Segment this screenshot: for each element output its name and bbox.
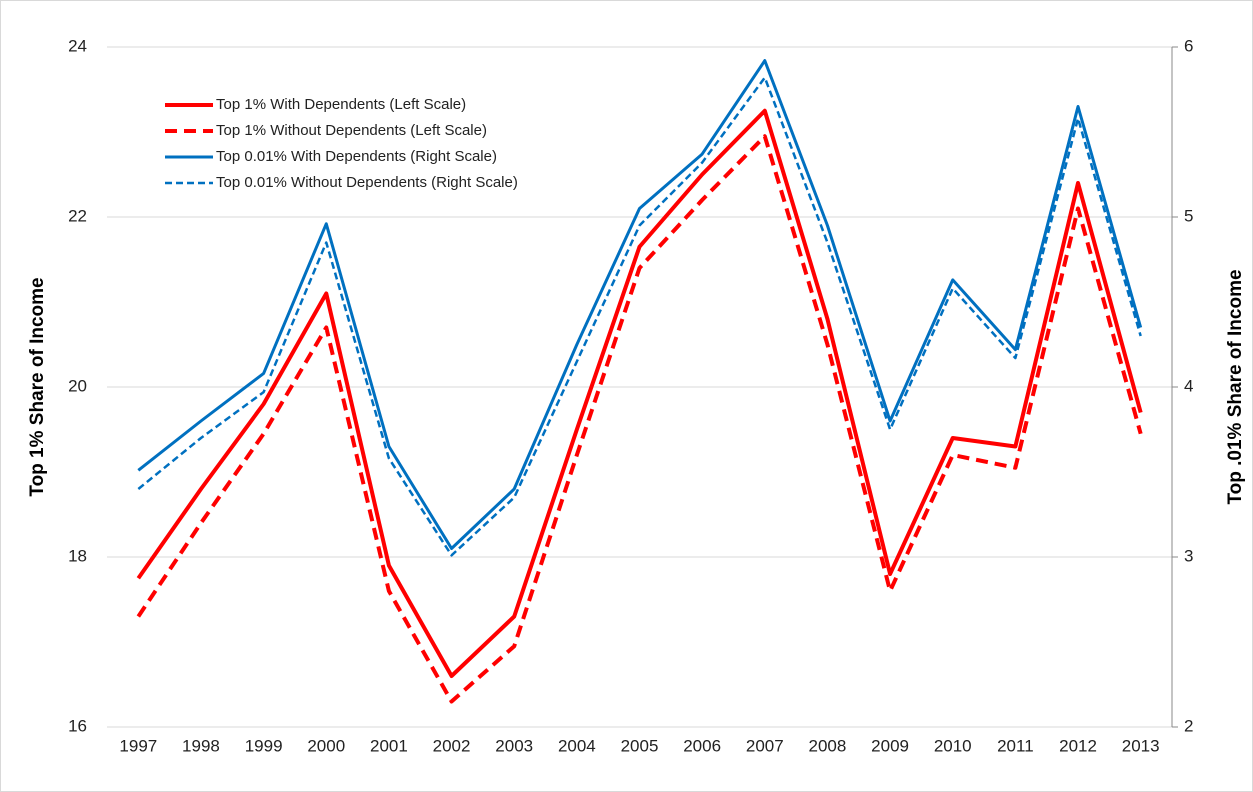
x-tick-label: 2001 (370, 736, 408, 755)
x-tick-label: 2008 (809, 736, 847, 755)
y2-axis-title: Top .01% Share of Income (1225, 269, 1246, 504)
x-tick-label: 2004 (558, 736, 596, 755)
x-tick-label: 2006 (683, 736, 721, 755)
y-tick-label: 16 (68, 716, 87, 735)
y-axis-title: Top 1% Share of Income (27, 277, 48, 496)
legend-label: Top 0.01% With Dependents (Right Scale) (216, 148, 497, 165)
y2-tick-label: 6 (1184, 36, 1193, 55)
x-tick-label: 2012 (1059, 736, 1097, 755)
series-line (137, 59, 1143, 550)
y-tick-label: 22 (68, 206, 87, 225)
x-tick-label: 2007 (746, 736, 784, 755)
y2-tick-label: 4 (1184, 376, 1193, 395)
series-line (137, 76, 1142, 557)
legend-label: Top 0.01% Without Dependents (Right Scal… (216, 174, 518, 191)
series-line (136, 108, 1143, 678)
y2-tick-label: 5 (1184, 206, 1193, 225)
x-tick-label: 1998 (182, 736, 220, 755)
x-tick-label: 1999 (245, 736, 283, 755)
x-tick-label: 2005 (621, 736, 659, 755)
y-tick-label: 20 (68, 376, 87, 395)
series-line (136, 134, 1143, 704)
y2-tick-label: 3 (1184, 546, 1193, 565)
x-tick-label: 2013 (1122, 736, 1160, 755)
x-tick-label: 1997 (119, 736, 157, 755)
y-tick-label: 18 (68, 546, 87, 565)
legend-label: Top 1% Without Dependents (Left Scale) (216, 122, 487, 139)
y2-tick-label: 2 (1184, 716, 1193, 735)
y-tick-label: 24 (68, 36, 87, 55)
x-tick-label: 2002 (433, 736, 471, 755)
x-tick-label: 2000 (307, 736, 345, 755)
x-tick-label: 2003 (495, 736, 533, 755)
x-tick-label: 2011 (997, 736, 1034, 755)
x-tick-label: 2009 (871, 736, 909, 755)
legend-label: Top 1% With Dependents (Left Scale) (216, 96, 466, 113)
x-tick-label: 2010 (934, 736, 972, 755)
